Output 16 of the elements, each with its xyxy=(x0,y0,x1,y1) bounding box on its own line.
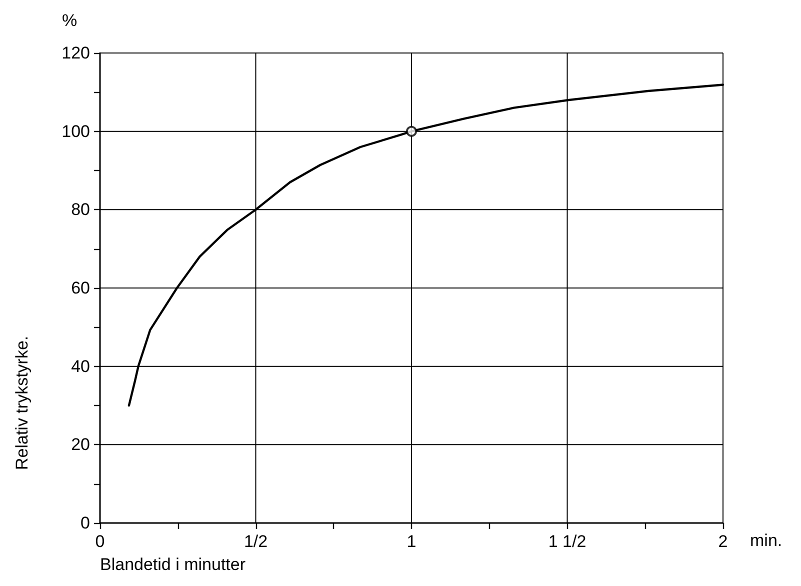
text: % xyxy=(62,11,78,30)
y-tick-label: 100 xyxy=(62,122,90,141)
y-tick-label: 40 xyxy=(71,356,90,376)
x-tick-label: 1/2 xyxy=(244,532,268,551)
text: min. xyxy=(750,531,782,550)
y-tick-label: 20 xyxy=(71,435,90,454)
y-tick-label: 60 xyxy=(71,278,90,298)
y-tick-label: 80 xyxy=(71,200,90,220)
x-tick-label: 0 xyxy=(95,532,105,551)
y-axis-title: Relativ trykstyrke. xyxy=(12,336,32,470)
x-axis-title: Blandetid i minutter xyxy=(100,555,246,574)
y-tick-label: 0 xyxy=(80,514,90,532)
x-tick-label: 2 xyxy=(718,532,728,551)
x-tick-label: 1 xyxy=(406,532,416,551)
x-tick-label: 1 1/2 xyxy=(548,532,586,551)
y-tick-label: 120 xyxy=(62,44,90,62)
